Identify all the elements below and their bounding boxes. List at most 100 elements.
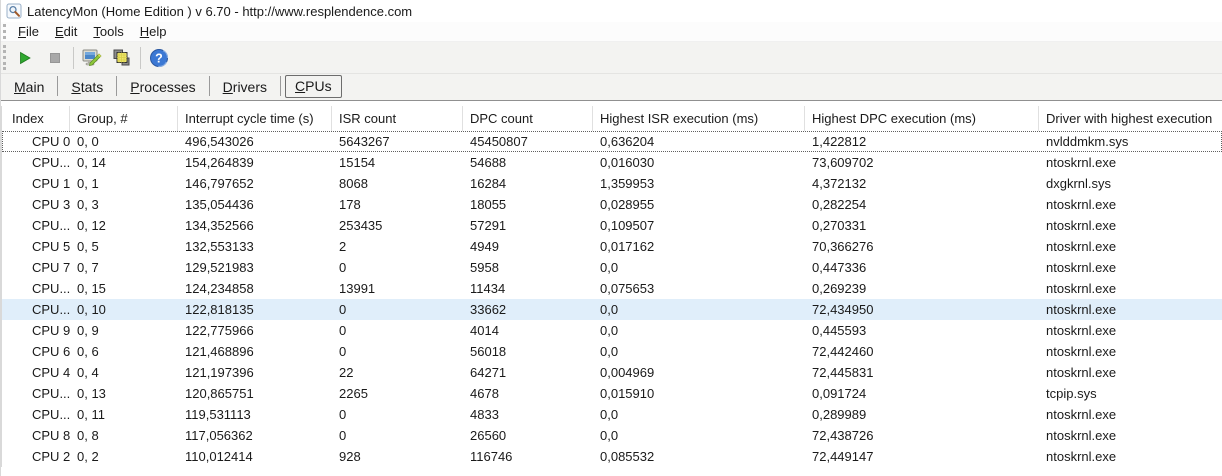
table-row[interactable]: CPU 4 0, 4 121,197396 22 64271 0,004969 … — [2, 362, 1222, 383]
tab-main[interactable]: Main — [14, 79, 45, 95]
svg-text:?: ? — [155, 51, 163, 65]
cell-group: 0, 11 — [77, 407, 105, 422]
cell-highest-dpc-execution: 72,445831 — [812, 365, 874, 380]
cell-interrupt-cycle-time: 146,797652 — [185, 176, 254, 191]
start-monitor-button[interactable] — [10, 45, 40, 71]
cell-driver: ntoskrnl.exe — [1046, 302, 1117, 317]
cell-highest-isr-execution: 0,0 — [600, 344, 619, 359]
table-body: CPU 0 0, 0 496,543026 5643267 45450807 0… — [2, 131, 1222, 467]
cell-highest-isr-execution: 0,0 — [600, 428, 619, 443]
cell-group: 0, 9 — [77, 323, 99, 338]
cell-group: 0, 13 — [77, 386, 106, 401]
column-header-group[interactable]: Group, # — [70, 106, 178, 131]
cell-dpc-count: 11434 — [470, 281, 506, 296]
menu-bar: File Edit Tools Help — [1, 22, 1222, 42]
cell-index: CPU... — [32, 218, 70, 233]
cell-highest-isr-execution: 0,017162 — [600, 239, 655, 254]
cell-index: CPU... — [32, 281, 70, 296]
table-row[interactable]: CPU 0 0, 0 496,543026 5643267 45450807 0… — [2, 131, 1222, 152]
cell-highest-dpc-execution: 4,372132 — [812, 176, 867, 191]
table-row[interactable]: CPU 1 0, 1 146,797652 8068 16284 1,35995… — [2, 173, 1222, 194]
table-row[interactable]: CPU 7 0, 7 129,521983 0 5958 0,0 0,44733… — [2, 257, 1222, 278]
cell-group: 0, 1 — [77, 176, 99, 191]
column-header-isr-count[interactable]: ISR count — [332, 106, 463, 131]
cell-group: 0, 10 — [77, 302, 106, 317]
table-row[interactable]: CPU 6 0, 6 121,468896 0 56018 0,0 72,442… — [2, 341, 1222, 362]
cell-driver: ntoskrnl.exe — [1046, 323, 1117, 338]
table-row[interactable]: CPU 8 0, 8 117,056362 0 26560 0,0 72,438… — [2, 425, 1222, 446]
cell-highest-isr-execution: 0,109507 — [600, 218, 655, 233]
cell-interrupt-cycle-time: 132,553133 — [185, 239, 254, 254]
cell-interrupt-cycle-time: 496,543026 — [185, 134, 254, 149]
table-row[interactable]: CPU... 0, 15 124,234858 13991 11434 0,07… — [2, 278, 1222, 299]
cell-interrupt-cycle-time: 154,264839 — [185, 155, 254, 170]
table-row[interactable]: CPU... 0, 13 120,865751 2265 4678 0,0159… — [2, 383, 1222, 404]
table-row[interactable]: CPU... 0, 11 119,531113 0 4833 0,0 0,289… — [2, 404, 1222, 425]
column-header-interrupt-cycle-time[interactable]: Interrupt cycle time (s) — [178, 106, 332, 131]
menu-file[interactable]: File — [18, 24, 39, 39]
table-row[interactable]: CPU... 0, 14 154,264839 15154 54688 0,01… — [2, 152, 1222, 173]
cell-highest-dpc-execution: 72,438726 — [812, 428, 874, 443]
cell-isr-count: 0 — [339, 302, 347, 317]
tab-processes[interactable]: Processes — [130, 79, 196, 95]
tab-bar: Main Stats Processes Drivers CPUs — [1, 74, 1222, 101]
cell-index: CPU 4 — [32, 365, 70, 380]
cell-isr-count: 5643267 — [339, 134, 390, 149]
cell-index: CPU... — [32, 407, 70, 422]
toolbar-separator — [73, 46, 74, 69]
menu-help[interactable]: Help — [139, 24, 167, 39]
cell-group: 0, 5 — [77, 239, 99, 254]
toolbar-gripper[interactable] — [3, 45, 6, 70]
table-row[interactable]: CPU 5 0, 5 132,553133 2 4949 0,017162 70… — [2, 236, 1222, 257]
cell-index: CPU 1 — [32, 176, 70, 191]
table-row[interactable]: CPU 3 0, 3 135,054436 178 18055 0,028955… — [2, 194, 1222, 215]
cell-isr-count: 178 — [339, 197, 361, 212]
cell-index: CPU 5 — [32, 239, 70, 254]
table-row[interactable]: CPU... 0, 10 122,818135 0 33662 0,0 72,4… — [2, 299, 1222, 320]
cell-interrupt-cycle-time: 124,234858 — [185, 281, 254, 296]
menubar-gripper[interactable] — [3, 23, 6, 40]
tab-drivers[interactable]: Drivers — [222, 79, 268, 95]
cell-interrupt-cycle-time: 122,818135 — [185, 302, 254, 317]
cell-group: 0, 15 — [77, 281, 106, 296]
cell-highest-dpc-execution: 0,282254 — [812, 197, 867, 212]
menu-edit[interactable]: Edit — [54, 24, 78, 39]
stop-monitor-button[interactable] — [40, 45, 70, 71]
cell-interrupt-cycle-time: 119,531113 — [185, 407, 251, 422]
table-header: Index Group, # Interrupt cycle time (s) … — [2, 106, 1222, 131]
cell-dpc-count: 5958 — [470, 260, 499, 275]
cell-highest-dpc-execution: 1,422812 — [812, 134, 867, 149]
cell-group: 0, 7 — [77, 260, 99, 275]
copy-windows-icon — [113, 49, 130, 65]
cell-dpc-count: 54688 — [470, 155, 507, 170]
table-row[interactable]: CPU... 0, 12 134,352566 253435 57291 0,1… — [2, 215, 1222, 236]
cell-highest-isr-execution: 0,085532 — [600, 449, 655, 464]
cell-index: CPU... — [32, 386, 70, 401]
options-button[interactable] — [77, 45, 107, 71]
copy-report-button[interactable] — [107, 45, 137, 71]
tab-cpus[interactable]: CPUs — [285, 75, 342, 98]
column-header-dpc-count[interactable]: DPC count — [463, 106, 593, 131]
cell-index: CPU... — [32, 302, 70, 317]
cell-index: CPU 0 — [32, 134, 70, 149]
menu-tools[interactable]: Tools — [93, 24, 124, 39]
column-header-driver[interactable]: Driver with highest execution — [1046, 111, 1213, 126]
help-button[interactable]: ? — [144, 45, 174, 71]
cell-isr-count: 0 — [339, 344, 347, 359]
cell-highest-dpc-execution: 70,366276 — [812, 239, 874, 254]
cell-highest-dpc-execution: 72,449147 — [812, 449, 874, 464]
table-row[interactable]: CPU 9 0, 9 122,775966 0 4014 0,0 0,44559… — [2, 320, 1222, 341]
column-header-highest-dpc-execution[interactable]: Highest DPC execution (ms) — [805, 106, 1039, 131]
cell-isr-count: 0 — [339, 407, 347, 422]
cell-highest-dpc-execution: 72,434950 — [812, 302, 874, 317]
column-header-index[interactable]: Index — [2, 106, 70, 131]
cell-isr-count: 2265 — [339, 386, 368, 401]
tab-stats[interactable]: Stats — [71, 79, 104, 95]
cell-isr-count: 2 — [339, 239, 347, 254]
column-header-highest-isr-execution[interactable]: Highest ISR execution (ms) — [593, 106, 805, 131]
cell-dpc-count: 56018 — [470, 344, 507, 359]
cell-dpc-count: 45450807 — [470, 134, 528, 149]
table-row[interactable]: CPU 2 0, 2 110,012414 928 116746 0,08553… — [2, 446, 1222, 467]
cell-driver: ntoskrnl.exe — [1046, 449, 1117, 464]
cell-dpc-count: 64271 — [470, 365, 507, 380]
